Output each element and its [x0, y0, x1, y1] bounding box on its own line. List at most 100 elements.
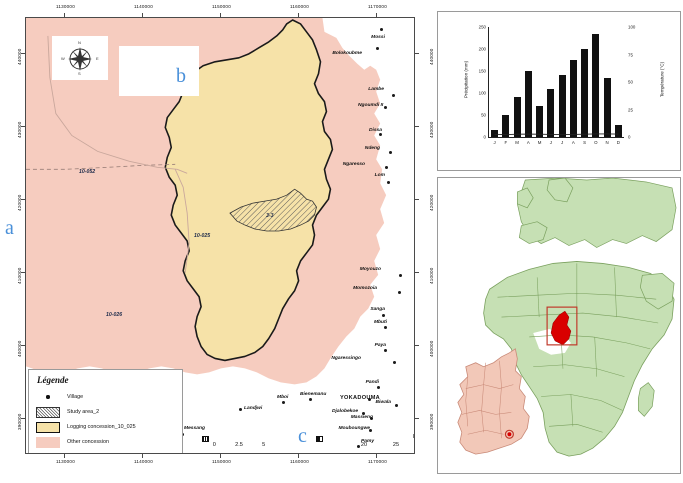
- village-label: Landjwi: [244, 406, 263, 411]
- village-label: Pamy: [361, 439, 375, 444]
- y-axis-label-right: 400000: [429, 340, 434, 357]
- village-dot: [376, 47, 379, 50]
- village-dot: [387, 181, 390, 184]
- village-dot: [368, 398, 371, 401]
- village-dot: [370, 417, 373, 420]
- scale-bar-large: 20 25 Km: [316, 434, 414, 448]
- chart-x-tick: S: [583, 140, 587, 145]
- village-dot: [384, 326, 387, 329]
- panel-c-label: c: [298, 425, 307, 447]
- village-label: Mouboungwe: [338, 426, 370, 431]
- legend-item-study-area: Study area_2: [35, 405, 176, 419]
- scale-bar-small-bar: [202, 436, 209, 442]
- chart-y-tick-right: 0: [628, 134, 631, 140]
- legend-item-village: Village: [35, 390, 176, 404]
- chart-inner: Précipitation (mm) Température (°C) 0 50 1…: [452, 21, 670, 160]
- y-axis-label-right: 430000: [429, 121, 434, 139]
- madagascar-landmass: [637, 382, 655, 417]
- precipitation-bar: [513, 97, 521, 137]
- village-label: Lambe: [368, 87, 384, 92]
- map-frame: 10-052 10-025 10-026 3-3: [25, 17, 415, 454]
- cameroon-inset-shape: [457, 348, 530, 455]
- concession-code-10-026: 10-026: [106, 312, 123, 318]
- y-axis-tick: [21, 126, 25, 128]
- x-axis-label-top: 1170000: [368, 4, 387, 9]
- x-axis-tick: [64, 13, 65, 17]
- x-axis-label-bottom: 1130000: [56, 459, 75, 464]
- scale-large-tick-1: 20: [360, 442, 368, 448]
- chart-x-tick: F: [504, 140, 508, 145]
- bar-column: [489, 27, 500, 137]
- chart-y-tick-left: 250: [478, 24, 486, 30]
- x-axis-tick: [376, 454, 377, 458]
- bar-column: [568, 27, 579, 137]
- bar-column: [500, 27, 511, 137]
- y-axis-label-left: 390000: [17, 413, 22, 430]
- arabia-landmass: [639, 272, 675, 310]
- village-label: Ngaresso: [342, 162, 365, 167]
- scale-large-tick-2: 25: [392, 442, 400, 448]
- y-axis-label-right: 410000: [429, 267, 434, 284]
- cameroon-inset-borders: [461, 360, 514, 439]
- y-axis-tick: [21, 53, 25, 55]
- village-dot: [385, 166, 388, 169]
- legend-item-logging-concession: Logging concession_10_025: [35, 420, 176, 434]
- x-axis-tick: [220, 13, 221, 17]
- y-axis-label-left: 400000: [17, 340, 22, 357]
- chart-y-tick-right: 25: [628, 107, 633, 112]
- village-dot: [380, 28, 383, 31]
- bar-column: [613, 27, 624, 137]
- village-dot: [309, 398, 312, 401]
- iberia-landmass: [518, 221, 548, 244]
- x-axis-tick: [220, 454, 221, 458]
- chart-ylabel-left: Précipitation (mm): [463, 60, 469, 99]
- compass-south-label: S: [78, 71, 81, 76]
- legend-item-other-concession: Other concession: [35, 435, 176, 449]
- legend-title: Légende: [37, 375, 69, 385]
- precipitation-bar: [603, 77, 611, 137]
- precipitation-bar: [592, 33, 600, 137]
- x-axis-tick: [142, 13, 143, 17]
- concession-code-10-052: 10-052: [79, 169, 96, 175]
- village-dot: [384, 106, 387, 109]
- legend-label-other-concession: Other concession: [67, 439, 109, 445]
- village-dot: [384, 349, 387, 352]
- britain-landmass: [516, 187, 534, 209]
- village-label: Ngaressingo: [331, 356, 361, 361]
- x-axis-tick: [142, 454, 143, 458]
- chart-x-tick: J: [493, 140, 496, 145]
- bar-column: [545, 27, 556, 137]
- cameroon-highlight: [550, 310, 572, 346]
- y-axis-tick: [415, 271, 419, 273]
- village-dot: [369, 429, 372, 432]
- panel-climate-chart: Précipitation (mm) Température (°C) 0 50 1…: [437, 11, 681, 171]
- study-site-dot: [507, 432, 512, 437]
- village-label: Paya: [374, 343, 386, 348]
- y-axis-label-left: 410000: [17, 267, 22, 284]
- temperature-line: [489, 27, 624, 162]
- scale-small-tick-0: 0: [212, 442, 216, 448]
- study-area-code-3-3: 3-3: [266, 213, 274, 219]
- chart-plot-area: 0 50 100 150 200 250 0 25 50 75 100 J F M A M J J A S O N D: [479, 25, 636, 146]
- legend-label-logging-concession: Logging concession_10_025: [67, 424, 136, 430]
- village-dot: [377, 386, 380, 389]
- x-axis-tick: [298, 454, 299, 458]
- y-axis-label-right: 420000: [429, 194, 434, 212]
- y-axis-tick: [21, 417, 25, 419]
- precipitation-bar: [581, 49, 589, 137]
- y-axis-label-right: 390000: [429, 413, 434, 430]
- village-label: Biwala: [375, 400, 392, 405]
- chart-x-tick: A: [526, 140, 530, 145]
- bar-column: [590, 27, 601, 137]
- x-axis-tick: [64, 454, 65, 458]
- chart-x-tick: N: [605, 140, 609, 145]
- panel-main-map: a: [5, 4, 434, 464]
- panel-b-callout-box: [119, 46, 199, 96]
- village-label: Pandi: [365, 380, 379, 385]
- chart-y-tick-right: 100: [628, 24, 636, 30]
- x-axis-label-top: 1140000: [134, 4, 153, 9]
- chart-y-tick-right: 50: [628, 79, 633, 85]
- village-label: Moyouzo: [359, 267, 381, 272]
- village-dot: [239, 408, 242, 411]
